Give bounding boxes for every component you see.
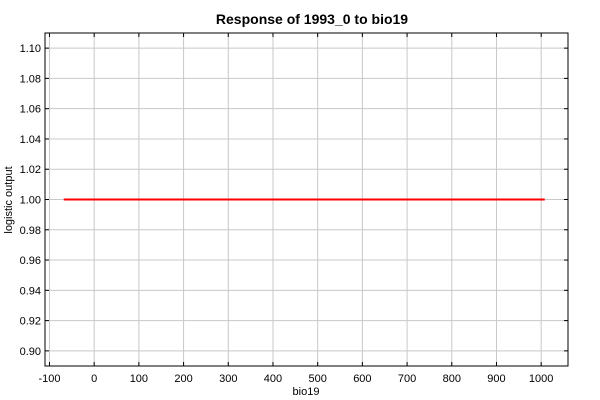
chart-title: Response of 1993_0 to bio19 [216, 11, 408, 27]
y-tick-label: 0.96 [20, 255, 41, 267]
y-tick-label: 1.10 [20, 43, 41, 55]
y-tick-label: 1.00 [20, 195, 41, 207]
x-tick-label: 400 [264, 373, 282, 385]
y-tick-label: 1.04 [20, 134, 41, 146]
x-tick-label: 0 [91, 373, 97, 385]
y-tick-label: 1.06 [20, 104, 41, 116]
y-tick-label: 1.02 [20, 164, 41, 176]
x-axis-label: bio19 [293, 386, 320, 398]
y-tick-label: 0.94 [20, 285, 41, 297]
x-tick-label: 800 [443, 373, 461, 385]
x-tick-label: 700 [398, 373, 416, 385]
x-tick-label: 300 [219, 373, 237, 385]
x-tick-label: 600 [353, 373, 371, 385]
x-tick-label: 1000 [529, 373, 553, 385]
x-tick-label: 500 [308, 373, 326, 385]
tick-layer: -100 0 100 200 300 400 500 600 700 800 900 1000 0.90… [20, 33, 568, 385]
x-tick-label: -100 [38, 373, 60, 385]
y-tick-label: 0.92 [20, 316, 41, 328]
x-tick-label: 900 [487, 373, 505, 385]
y-tick-label: 0.98 [20, 225, 41, 237]
x-tick-label: 100 [130, 373, 148, 385]
x-tick-label: 200 [174, 373, 192, 385]
y-tick-label: 1.08 [20, 73, 41, 85]
y-tick-label: 0.90 [20, 346, 41, 358]
y-axis-label: logistic output [3, 166, 15, 233]
